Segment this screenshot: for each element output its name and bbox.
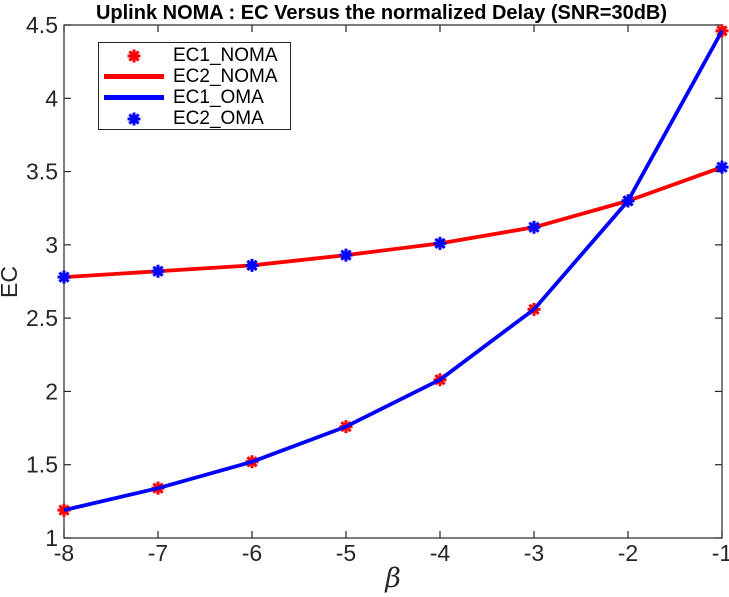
y-tick-label: 4.5 — [26, 12, 58, 38]
y-tick-label: 2.5 — [26, 305, 58, 331]
x-tick-label: -2 — [618, 540, 638, 566]
chart-title: Uplink NOMA : EC Versus the normalized D… — [95, 2, 668, 24]
legend-label-ec2-noma: EC2_NOMA — [173, 66, 278, 87]
asterisk-marker-icon — [99, 45, 169, 67]
line-sample-icon — [99, 74, 169, 79]
x-tick-label: -4 — [430, 540, 451, 566]
y-tick-label: 1.5 — [26, 452, 58, 478]
y-tick-label: 2 — [45, 378, 58, 404]
series-line-EC2_NOMA — [63, 165, 723, 279]
y-tick-label: 3.5 — [26, 159, 58, 185]
legend-label-ec1-oma: EC1_OMA — [173, 87, 264, 108]
x-tick-label: -1 — [712, 540, 729, 566]
y-tick-label: 1 — [45, 525, 58, 551]
legend-asterisk-sample — [127, 112, 141, 125]
x-tick-label: -8 — [54, 540, 74, 566]
legend-label-ec2-oma: EC2_OMA — [173, 108, 264, 129]
legend-box: EC1_NOMA EC2_NOMA EC1_OMA EC2_OMA — [98, 42, 291, 130]
x-tick-label: -5 — [336, 540, 356, 566]
legend-item-ec2-oma: EC2_OMA — [99, 108, 290, 129]
legend-asterisk-sample — [127, 49, 141, 62]
legend-item-ec1-noma: EC1_NOMA — [99, 45, 290, 66]
series-line-EC1_OMA — [63, 29, 724, 513]
series-markers-EC2_OMA — [57, 160, 729, 284]
x-tick-label: -6 — [242, 540, 262, 566]
x-axis-label: β — [385, 563, 401, 594]
legend-item-ec2-noma: EC2_NOMA — [99, 66, 290, 87]
legend-item-ec1-oma: EC1_OMA — [99, 87, 290, 108]
y-tick-label: 3 — [45, 232, 58, 258]
legend-line-sample — [104, 74, 164, 79]
legend-label-ec1-noma: EC1_NOMA — [173, 45, 278, 66]
x-tick-label: -7 — [148, 540, 168, 566]
x-tick-label: -3 — [524, 540, 544, 566]
y-tick-label: 4 — [45, 85, 58, 111]
asterisk-marker-icon — [99, 108, 169, 130]
legend-line-sample — [104, 95, 164, 100]
line-sample-icon — [99, 95, 169, 100]
